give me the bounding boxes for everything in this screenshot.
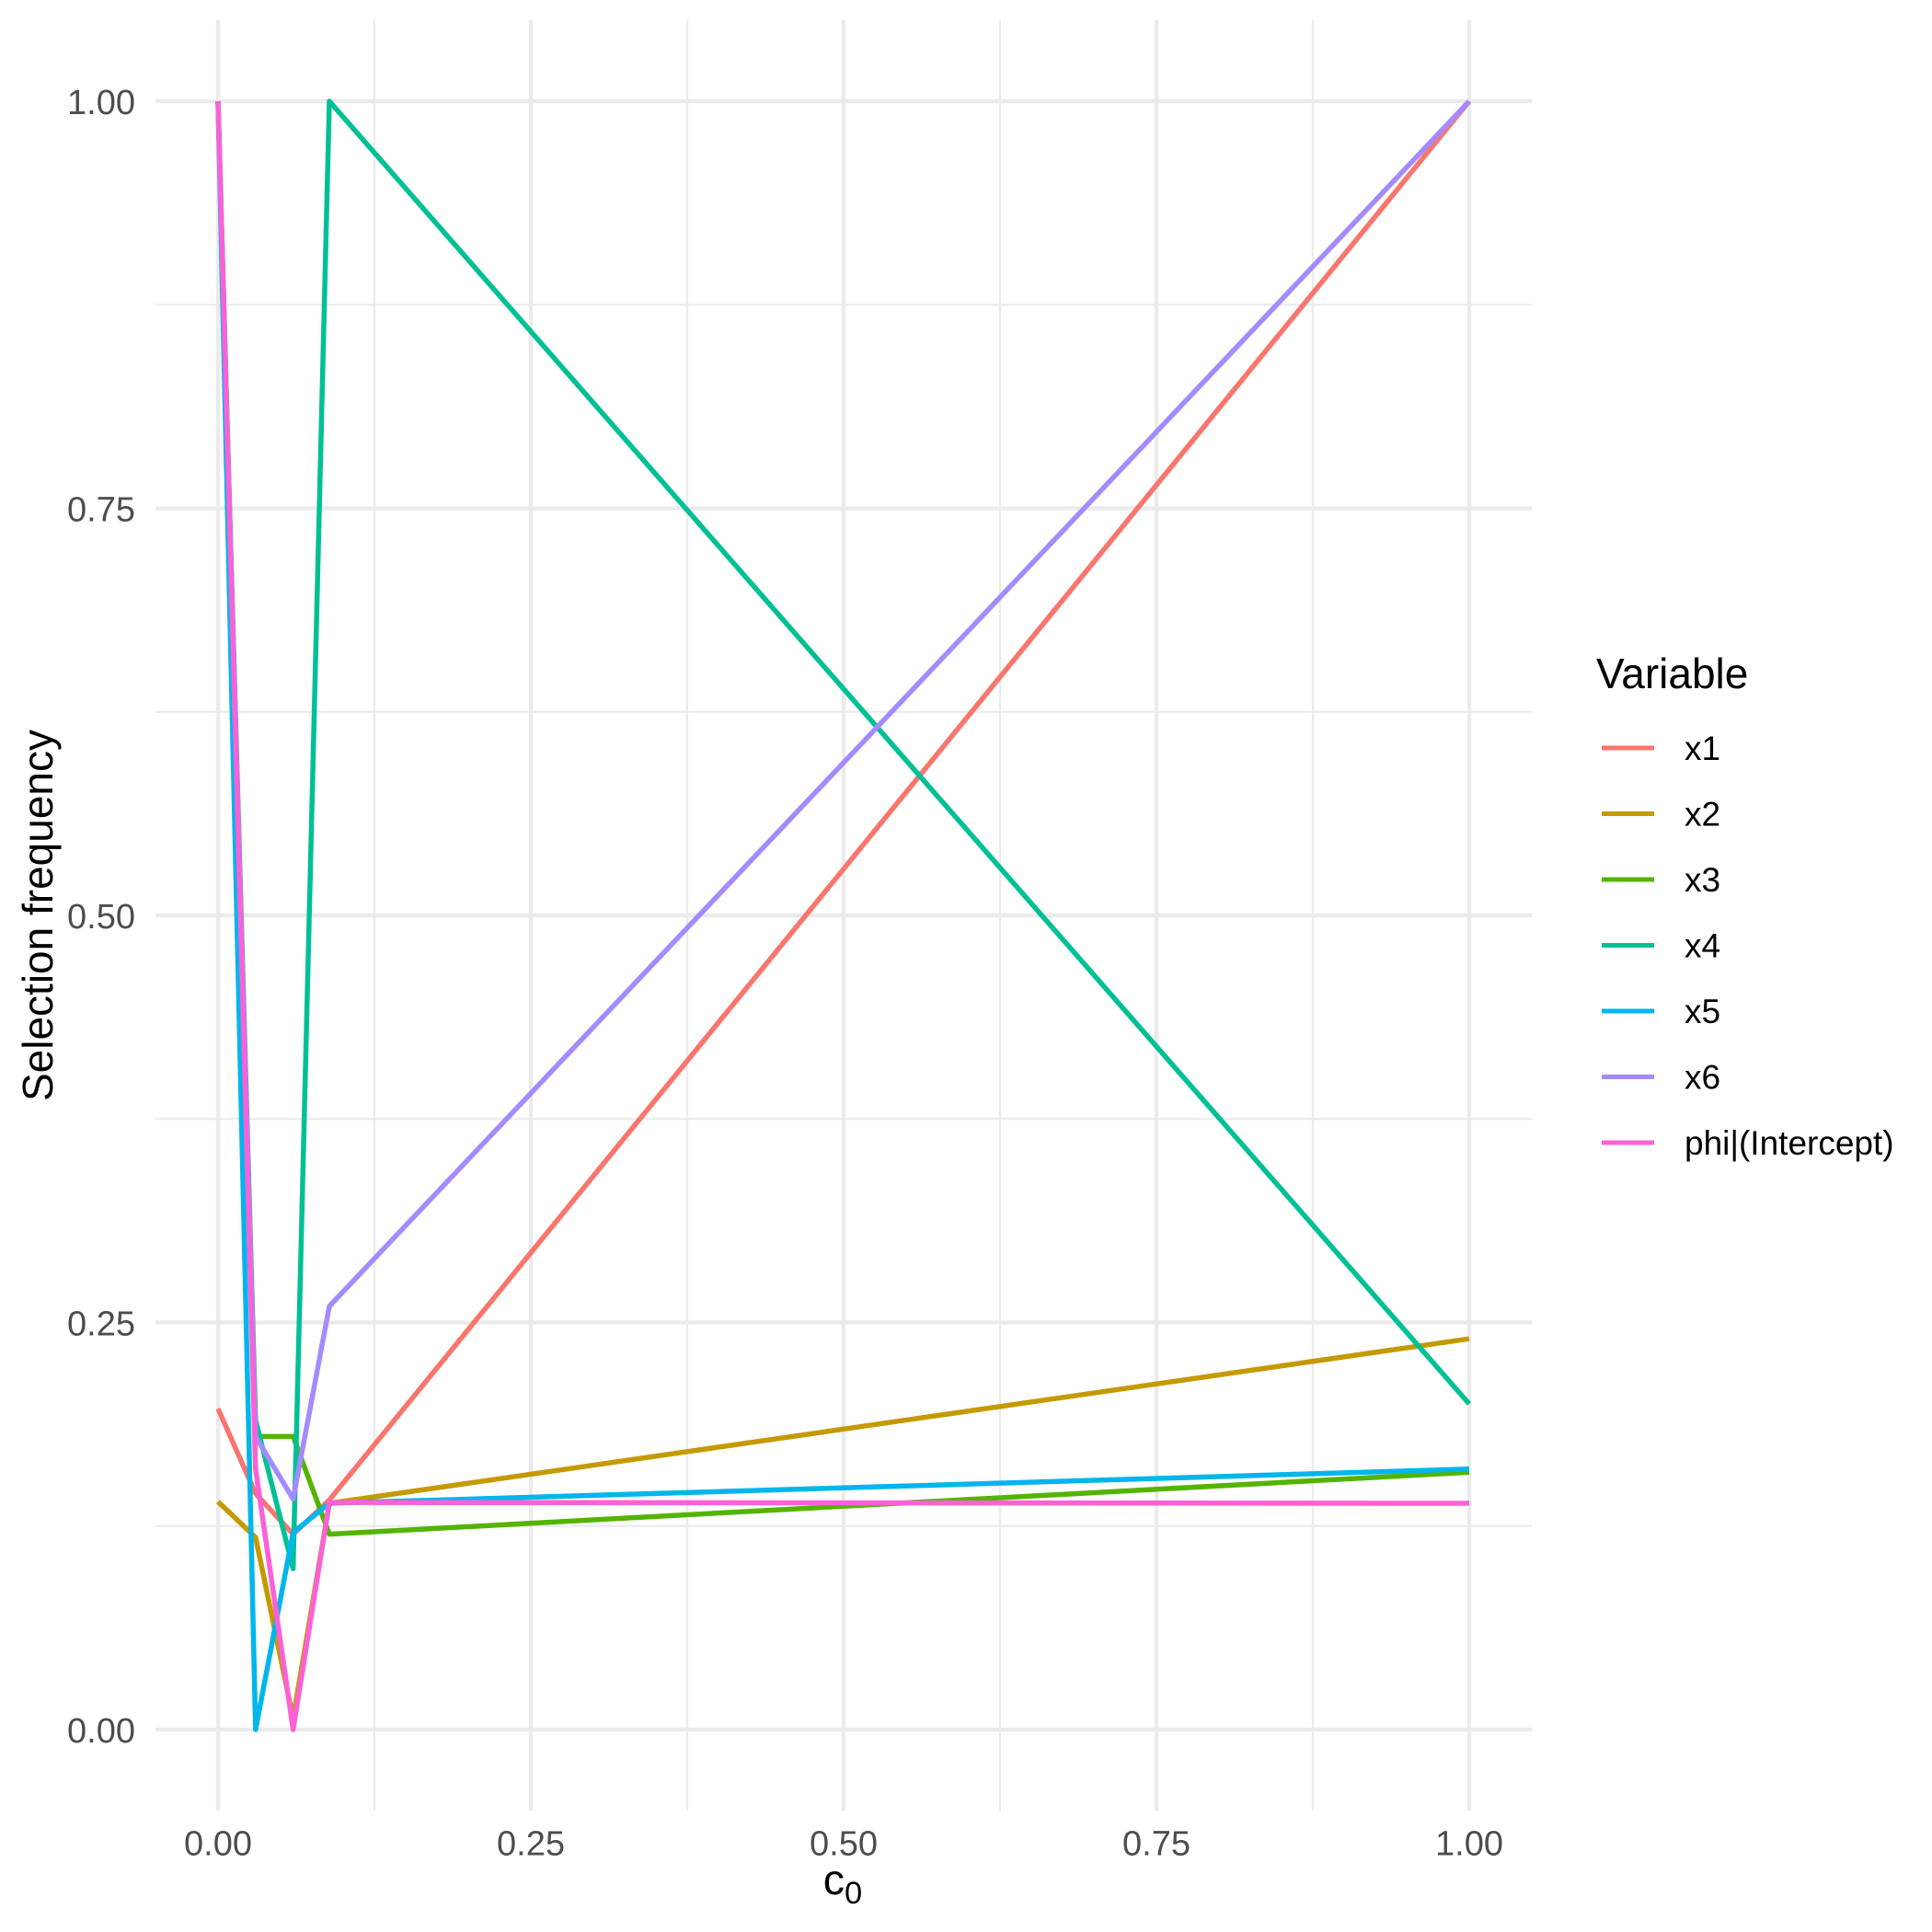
svg-text:0.50: 0.50 (810, 1825, 878, 1864)
svg-text:x2: x2 (1685, 796, 1720, 834)
svg-text:0.25: 0.25 (497, 1825, 565, 1864)
svg-text:0.00: 0.00 (184, 1825, 252, 1864)
svg-text:0.50: 0.50 (67, 898, 135, 937)
svg-text:1.00: 1.00 (67, 84, 135, 122)
svg-text:0.00: 0.00 (67, 1712, 135, 1751)
svg-text:phi|(Intercept): phi|(Intercept) (1685, 1124, 1894, 1162)
svg-text:x1: x1 (1685, 730, 1720, 767)
svg-text:x4: x4 (1685, 927, 1720, 965)
svg-text:0.75: 0.75 (1122, 1825, 1190, 1864)
svg-text:x3: x3 (1685, 861, 1720, 899)
svg-text:0.75: 0.75 (67, 491, 135, 530)
svg-text:x5: x5 (1685, 993, 1720, 1030)
svg-text:Variable: Variable (1596, 650, 1748, 697)
svg-text:1.00: 1.00 (1435, 1825, 1503, 1864)
svg-text:Selection frequency: Selection frequency (14, 730, 62, 1101)
svg-text:x6: x6 (1685, 1059, 1720, 1097)
svg-text:0.25: 0.25 (67, 1305, 135, 1344)
